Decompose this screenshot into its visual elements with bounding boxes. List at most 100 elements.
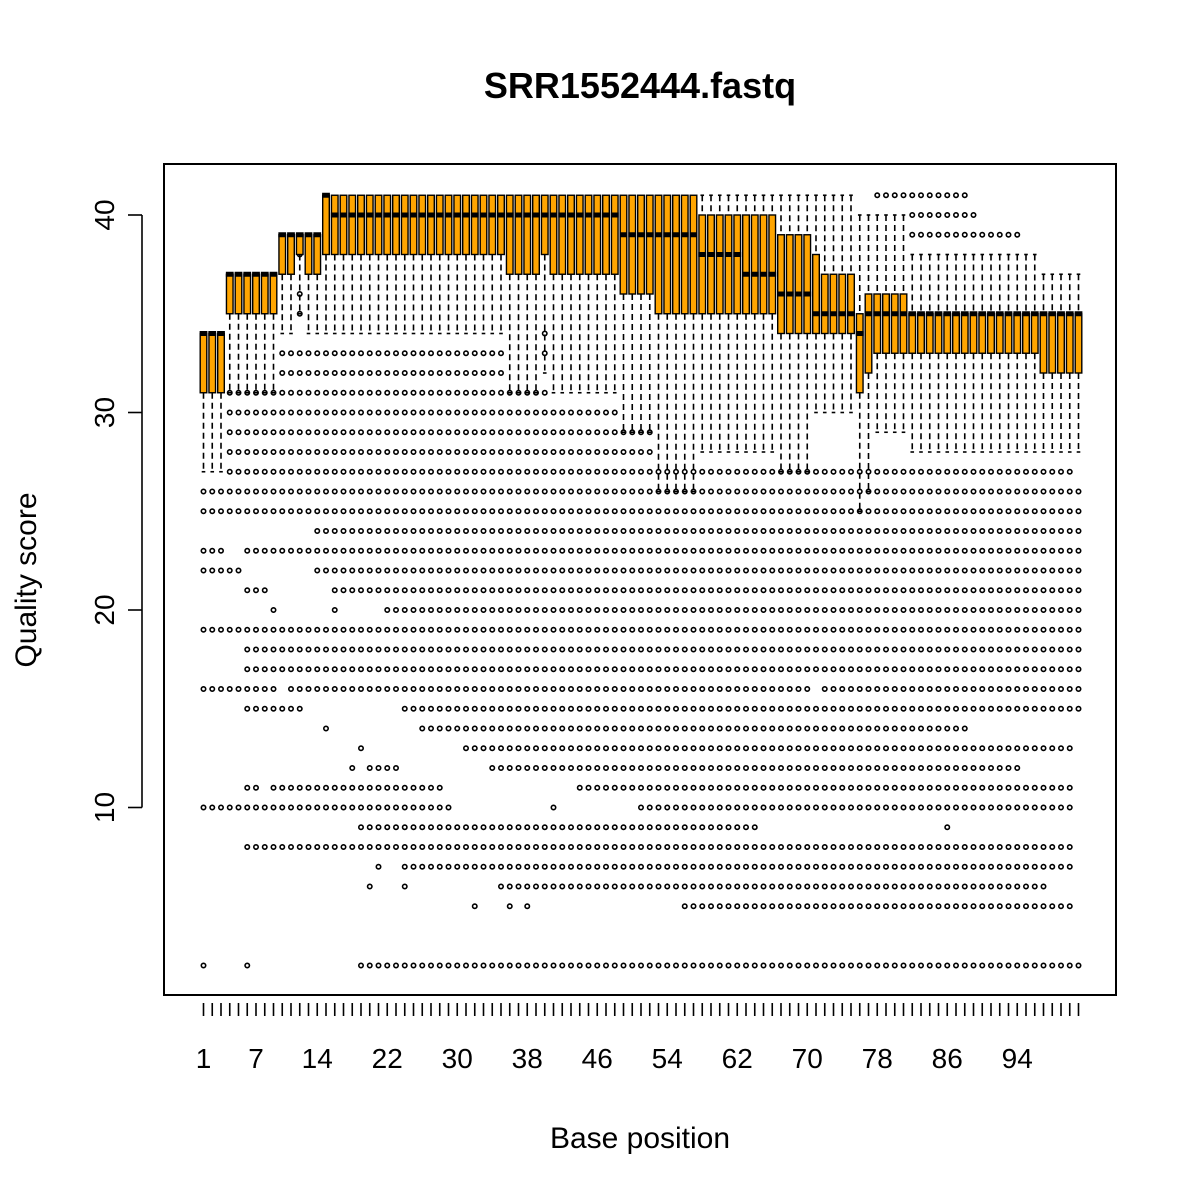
outlier-point: [629, 606, 636, 613]
outlier-point: [1014, 231, 1021, 238]
outlier-point: [690, 508, 697, 515]
outlier-point: [559, 764, 566, 771]
outlier-point: [226, 409, 233, 416]
outlier-point: [1049, 745, 1056, 752]
outlier-point: [664, 508, 671, 515]
outlier-point: [392, 606, 399, 613]
outlier-point: [935, 587, 942, 594]
outlier-point: [322, 429, 329, 436]
outlier-point: [821, 547, 828, 554]
quality-box: [1022, 313, 1031, 354]
outlier-point: [567, 705, 574, 712]
outlier-point: [576, 646, 583, 653]
outlier-point: [699, 843, 706, 850]
outlier-point: [331, 606, 338, 613]
outlier-point: [401, 389, 408, 396]
outlier-point: [760, 725, 767, 732]
outlier-point: [716, 725, 723, 732]
outlier-point: [882, 804, 889, 811]
outlier-point: [515, 883, 522, 890]
outlier-point: [314, 567, 321, 574]
outlier-point: [944, 764, 951, 771]
outlier-point: [786, 784, 793, 791]
outlier-point: [1066, 903, 1073, 910]
outlier-point: [699, 468, 706, 475]
outlier-point: [331, 369, 338, 376]
outlier-point: [699, 745, 706, 752]
outlier-point: [401, 369, 408, 376]
outlier-point: [664, 606, 671, 613]
outlier-point: [865, 804, 872, 811]
outlier-point: [760, 508, 767, 515]
outlier-point: [366, 666, 373, 673]
outlier-point: [742, 824, 749, 831]
outlier-point: [261, 587, 268, 594]
outlier-point: [699, 705, 706, 712]
outlier-point: [1031, 488, 1038, 495]
outlier-point: [419, 350, 426, 357]
outlier-point: [690, 646, 697, 653]
outlier-point: [865, 784, 872, 791]
outlier-point: [795, 725, 802, 732]
outlier-point: [401, 685, 408, 692]
quality-box: [409, 194, 418, 256]
outlier-point: [1066, 962, 1073, 969]
outlier-point: [672, 705, 679, 712]
outlier-point: [646, 666, 653, 673]
quality-box: [549, 194, 558, 275]
outlier-point: [471, 350, 478, 357]
outlier-point: [646, 468, 653, 475]
outlier-point: [401, 843, 408, 850]
outlier-point: [532, 508, 539, 515]
outlier-point: [681, 508, 688, 515]
outlier-point: [699, 685, 706, 692]
outlier-point: [734, 685, 741, 692]
outlier-point: [821, 666, 828, 673]
outlier-point: [751, 587, 758, 594]
outlier-point: [1075, 527, 1082, 534]
outlier-point: [261, 843, 268, 850]
outlier-point: [620, 705, 627, 712]
outlier-point: [497, 705, 504, 712]
outlier-point: [532, 409, 539, 416]
outlier-point: [952, 666, 959, 673]
outlier-point: [611, 745, 618, 752]
outlier-point: [970, 883, 977, 890]
outlier-point: [979, 567, 986, 574]
outlier-point: [1022, 488, 1029, 495]
outlier-point: [917, 547, 924, 554]
quality-box: [847, 273, 856, 335]
outlier-point: [1049, 962, 1056, 969]
outlier-point: [506, 764, 513, 771]
outlier-point: [305, 429, 312, 436]
outlier-point: [909, 547, 916, 554]
outlier-point: [200, 685, 207, 692]
outlier-point: [349, 448, 356, 455]
outlier-point: [270, 468, 277, 475]
outlier-point: [489, 587, 496, 594]
outlier-point: [909, 725, 916, 732]
outlier-point: [392, 804, 399, 811]
outlier-point: [917, 468, 924, 475]
outlier-point: [305, 468, 312, 475]
outlier-point: [1075, 508, 1082, 515]
outlier-point: [497, 843, 504, 850]
outlier-point: [970, 212, 977, 219]
outlier-point: [261, 804, 268, 811]
outlier-point: [576, 626, 583, 633]
outlier-point: [419, 685, 426, 692]
outlier-point: [305, 666, 312, 673]
outlier-point: [427, 547, 434, 554]
outlier-point: [620, 567, 627, 574]
outlier-point: [594, 685, 601, 692]
outlier-point: [314, 350, 321, 357]
outlier-point: [287, 685, 294, 692]
outlier-point: [716, 705, 723, 712]
outlier-point: [882, 962, 889, 969]
outlier-point: [567, 527, 574, 534]
outlier-point: [664, 863, 671, 870]
outlier-point: [821, 843, 828, 850]
outlier-point: [585, 547, 592, 554]
outlier-point: [471, 567, 478, 574]
